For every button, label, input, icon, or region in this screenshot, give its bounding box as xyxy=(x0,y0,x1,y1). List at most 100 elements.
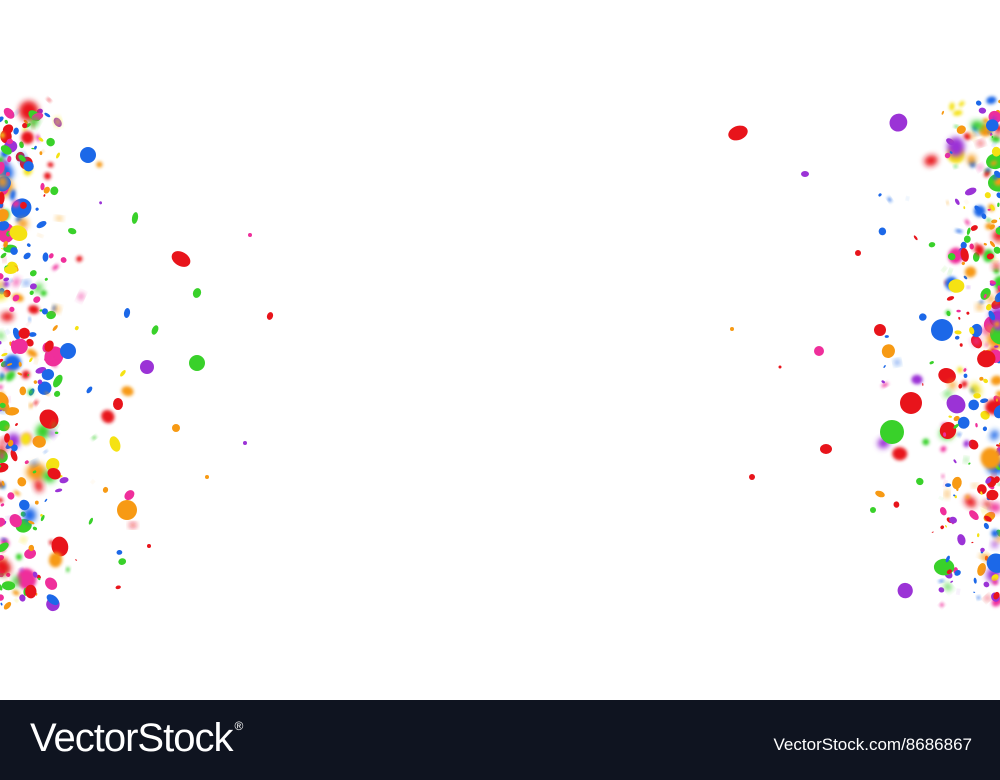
confetti-piece xyxy=(884,335,889,338)
confetti-piece xyxy=(946,201,949,205)
confetti-piece xyxy=(990,430,999,441)
confetti-piece xyxy=(59,477,69,484)
confetti-piece xyxy=(4,119,8,124)
confetti-piece xyxy=(0,407,5,413)
confetti-piece xyxy=(976,303,983,310)
confetti-piece xyxy=(993,591,1000,600)
confetti-piece xyxy=(993,377,997,379)
confetti-piece xyxy=(944,481,947,486)
confetti-piece xyxy=(922,438,930,446)
confetti-piece xyxy=(13,127,19,135)
confetti-piece xyxy=(878,227,887,236)
confetti-piece xyxy=(990,204,995,211)
confetti-piece xyxy=(37,381,52,395)
confetti-piece xyxy=(949,516,957,524)
confetti-piece xyxy=(994,177,1000,186)
confetti-piece xyxy=(172,424,180,432)
brand-name: VectorStock xyxy=(30,716,233,760)
confetti-piece xyxy=(995,301,999,304)
confetti-piece xyxy=(0,462,9,473)
confetti-piece xyxy=(963,368,967,371)
confetti-piece xyxy=(44,340,54,352)
confetti-piece xyxy=(0,558,11,575)
confetti-piece xyxy=(7,516,12,519)
confetti-piece xyxy=(997,240,1000,245)
confetti-piece xyxy=(944,390,952,397)
confetti-piece xyxy=(948,381,956,390)
confetti-piece xyxy=(12,327,21,340)
confetti-piece xyxy=(948,415,952,418)
confetti-piece xyxy=(96,161,103,168)
confetti-piece xyxy=(3,257,6,262)
confetti-piece xyxy=(996,192,1000,199)
confetti-piece xyxy=(29,290,34,296)
confetti-piece xyxy=(977,484,987,495)
confetti-piece xyxy=(4,354,22,371)
confetti-piece xyxy=(45,577,58,590)
confetti-piece xyxy=(940,525,945,530)
confetti-piece xyxy=(31,147,35,150)
confetti-piece xyxy=(946,569,952,574)
confetti-piece xyxy=(950,580,954,583)
confetti-piece xyxy=(53,390,61,397)
confetti-piece xyxy=(983,242,987,246)
confetti-piece xyxy=(945,555,950,563)
confetti-piece xyxy=(870,507,876,513)
confetti-piece xyxy=(946,394,966,414)
confetti-piece xyxy=(80,147,96,163)
confetti-piece xyxy=(972,337,981,345)
confetti-piece xyxy=(147,544,151,548)
confetti-piece xyxy=(952,110,963,116)
confetti-piece xyxy=(1,248,4,250)
vectorstock-logo[interactable]: VectorStock ® xyxy=(30,716,243,760)
confetti-piece xyxy=(993,142,996,146)
confetti-piece xyxy=(987,295,994,303)
confetti-piece xyxy=(938,368,956,384)
confetti-piece xyxy=(101,409,115,424)
confetti-piece xyxy=(52,264,59,271)
confetti-piece xyxy=(37,379,43,385)
confetti-piece xyxy=(109,436,121,452)
confetti-piece xyxy=(22,127,28,132)
confetti-piece xyxy=(5,370,16,382)
confetti-piece xyxy=(973,591,976,593)
confetti-piece xyxy=(964,266,977,278)
confetti-piece xyxy=(989,224,995,230)
confetti-piece xyxy=(46,137,55,147)
confetti-piece xyxy=(76,255,83,262)
confetti-piece xyxy=(40,513,43,517)
confetti-piece xyxy=(953,459,957,464)
confetti-piece xyxy=(140,360,154,374)
confetti-piece xyxy=(991,219,998,224)
confetti-piece xyxy=(36,220,47,229)
confetti-piece xyxy=(988,310,996,321)
confetti-piece xyxy=(952,476,962,490)
confetti-piece xyxy=(102,486,109,493)
confetti-piece xyxy=(980,447,1000,470)
confetti-piece xyxy=(977,350,996,368)
confetti-piece xyxy=(889,113,908,132)
confetti-piece xyxy=(7,155,12,163)
confetti-piece xyxy=(0,280,3,288)
confetti-piece xyxy=(15,370,18,373)
confetti-piece xyxy=(12,294,20,302)
confetti-piece xyxy=(972,483,978,488)
confetti-piece xyxy=(942,267,946,271)
confetti-piece xyxy=(938,579,944,583)
confetti-piece xyxy=(21,537,26,542)
confetti-piece xyxy=(945,483,951,487)
confetti-piece xyxy=(976,533,980,538)
confetti-piece xyxy=(0,464,2,468)
confetti-piece xyxy=(957,534,966,546)
confetti-piece xyxy=(7,397,11,402)
confetti-piece xyxy=(983,293,987,299)
confetti-piece xyxy=(32,435,46,448)
confetti-piece xyxy=(984,515,992,522)
confetti-piece xyxy=(0,483,3,488)
confetti-piece xyxy=(954,125,959,128)
confetti-piece xyxy=(48,552,63,568)
confetti-piece xyxy=(56,152,60,159)
confetti-piece xyxy=(958,101,965,107)
confetti-piece xyxy=(945,490,950,498)
confetti-piece xyxy=(7,439,14,447)
